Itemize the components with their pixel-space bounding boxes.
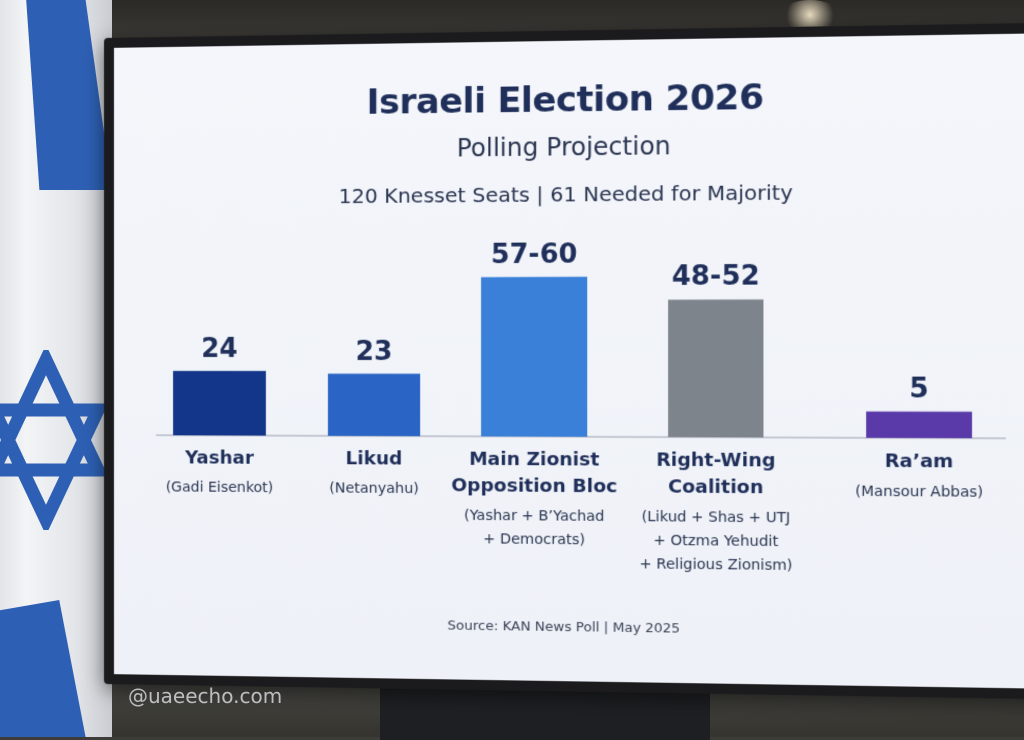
category-label: Likud: [346, 448, 403, 470]
bar-2: [481, 277, 587, 437]
value-label: 24: [201, 334, 238, 364]
bar-1: [328, 374, 420, 436]
israeli-flag: [0, 0, 112, 737]
value-label: 5: [909, 373, 929, 404]
monitor: Israeli Election 2026 Polling Projection…: [104, 22, 1024, 700]
bar-0: [173, 371, 266, 436]
flag-bottom-stripe: [0, 600, 112, 737]
watermark: @uaeecho.com: [128, 684, 282, 708]
star-of-david-icon: [0, 350, 112, 530]
category-label: Coalition: [668, 476, 763, 498]
category-sub-label: (Gadi Eisenkot): [166, 479, 274, 496]
screen: Israeli Election 2026 Polling Projection…: [114, 33, 1024, 689]
category-label: Right-Wing: [656, 449, 775, 471]
category-sub-label: (Mansour Abbas): [855, 483, 983, 500]
category-sub-label: + Religious Zionism): [639, 556, 792, 574]
category-sub-label: (Likud + Shas + UTJ: [642, 509, 791, 527]
category-sub-label: + Otzma Yehudit: [653, 533, 778, 551]
category-sub-label: (Netanyahu): [329, 480, 419, 497]
category-label: Ra’am: [885, 450, 954, 472]
category-sub-label: (Yashar + B’Yachad: [464, 508, 604, 525]
value-label: 48-52: [672, 261, 760, 292]
value-label: 23: [355, 336, 392, 366]
category-sub-label: + Democrats): [483, 531, 585, 548]
category-label: Opposition Bloc: [451, 475, 617, 497]
value-label: 57-60: [491, 239, 578, 270]
category-label: Main Zionist: [469, 449, 600, 471]
bar-3: [668, 299, 763, 437]
bar-4: [866, 411, 972, 438]
category-label: Yashar: [184, 447, 254, 468]
flag-top-stripe: [0, 0, 112, 190]
bar-chart: 24 Yashar (Gadi Eisenkot) 23 Likud (Netanyahu…: [114, 33, 1024, 689]
